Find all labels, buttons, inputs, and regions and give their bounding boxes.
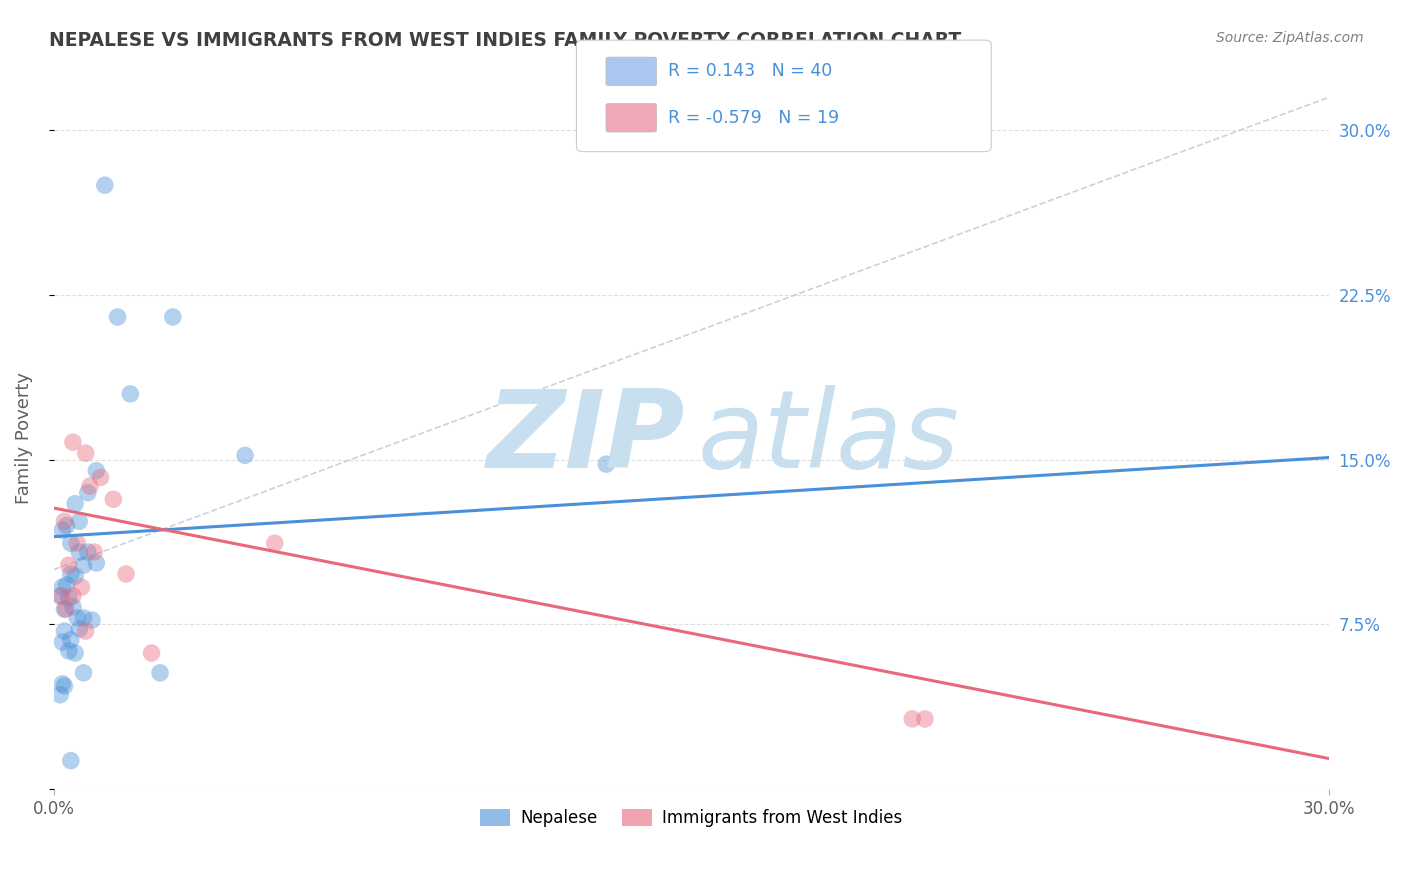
Point bbox=[162, 310, 184, 324]
Point bbox=[58, 591, 80, 606]
Point bbox=[107, 310, 129, 324]
Point bbox=[263, 536, 285, 550]
Text: atlas: atlas bbox=[697, 385, 959, 491]
Point bbox=[66, 611, 89, 625]
Point bbox=[901, 712, 924, 726]
Point bbox=[67, 622, 90, 636]
Point bbox=[72, 665, 94, 680]
Point bbox=[72, 558, 94, 573]
Point bbox=[94, 178, 117, 193]
Point bbox=[55, 578, 77, 592]
Point bbox=[53, 602, 76, 616]
Point bbox=[62, 599, 84, 614]
Point bbox=[67, 545, 90, 559]
Point bbox=[51, 589, 73, 603]
Text: NEPALESE VS IMMIGRANTS FROM WEST INDIES FAMILY POVERTY CORRELATION CHART: NEPALESE VS IMMIGRANTS FROM WEST INDIES … bbox=[49, 31, 962, 50]
Point bbox=[62, 589, 84, 603]
Point bbox=[62, 435, 84, 450]
Point bbox=[86, 464, 108, 478]
Point bbox=[72, 611, 94, 625]
Point bbox=[63, 569, 86, 583]
Point bbox=[51, 523, 73, 537]
Point bbox=[58, 644, 80, 658]
Point bbox=[75, 624, 97, 638]
Point bbox=[51, 635, 73, 649]
Point bbox=[80, 613, 103, 627]
Point bbox=[83, 545, 105, 559]
Text: R = 0.143   N = 40: R = 0.143 N = 40 bbox=[668, 62, 832, 80]
Point bbox=[233, 448, 256, 462]
Point bbox=[75, 446, 97, 460]
Point bbox=[51, 580, 73, 594]
Point bbox=[595, 457, 617, 471]
Point bbox=[59, 632, 82, 647]
Point bbox=[59, 754, 82, 768]
Text: ZIP: ZIP bbox=[486, 384, 685, 491]
Point bbox=[90, 470, 112, 484]
Point bbox=[76, 545, 98, 559]
Point bbox=[115, 566, 138, 581]
Point bbox=[55, 518, 77, 533]
Point bbox=[86, 556, 108, 570]
Point bbox=[58, 558, 80, 573]
Point bbox=[79, 479, 101, 493]
Point bbox=[914, 712, 936, 726]
Point bbox=[70, 580, 93, 594]
Point bbox=[51, 677, 73, 691]
Text: R = -0.579   N = 19: R = -0.579 N = 19 bbox=[668, 109, 839, 127]
Point bbox=[53, 624, 76, 638]
Legend: Nepalese, Immigrants from West Indies: Nepalese, Immigrants from West Indies bbox=[474, 802, 910, 834]
Point bbox=[67, 514, 90, 528]
Text: Source: ZipAtlas.com: Source: ZipAtlas.com bbox=[1216, 31, 1364, 45]
Point bbox=[49, 688, 72, 702]
Point bbox=[149, 665, 172, 680]
Point bbox=[120, 387, 142, 401]
Point bbox=[59, 536, 82, 550]
Point bbox=[53, 514, 76, 528]
Point bbox=[63, 646, 86, 660]
Point bbox=[49, 589, 72, 603]
Point bbox=[53, 679, 76, 693]
Point bbox=[141, 646, 163, 660]
Point bbox=[103, 492, 125, 507]
Point bbox=[66, 536, 89, 550]
Y-axis label: Family Poverty: Family Poverty bbox=[15, 372, 32, 504]
Point bbox=[55, 602, 77, 616]
Point bbox=[59, 566, 82, 581]
Point bbox=[76, 485, 98, 500]
Point bbox=[63, 497, 86, 511]
